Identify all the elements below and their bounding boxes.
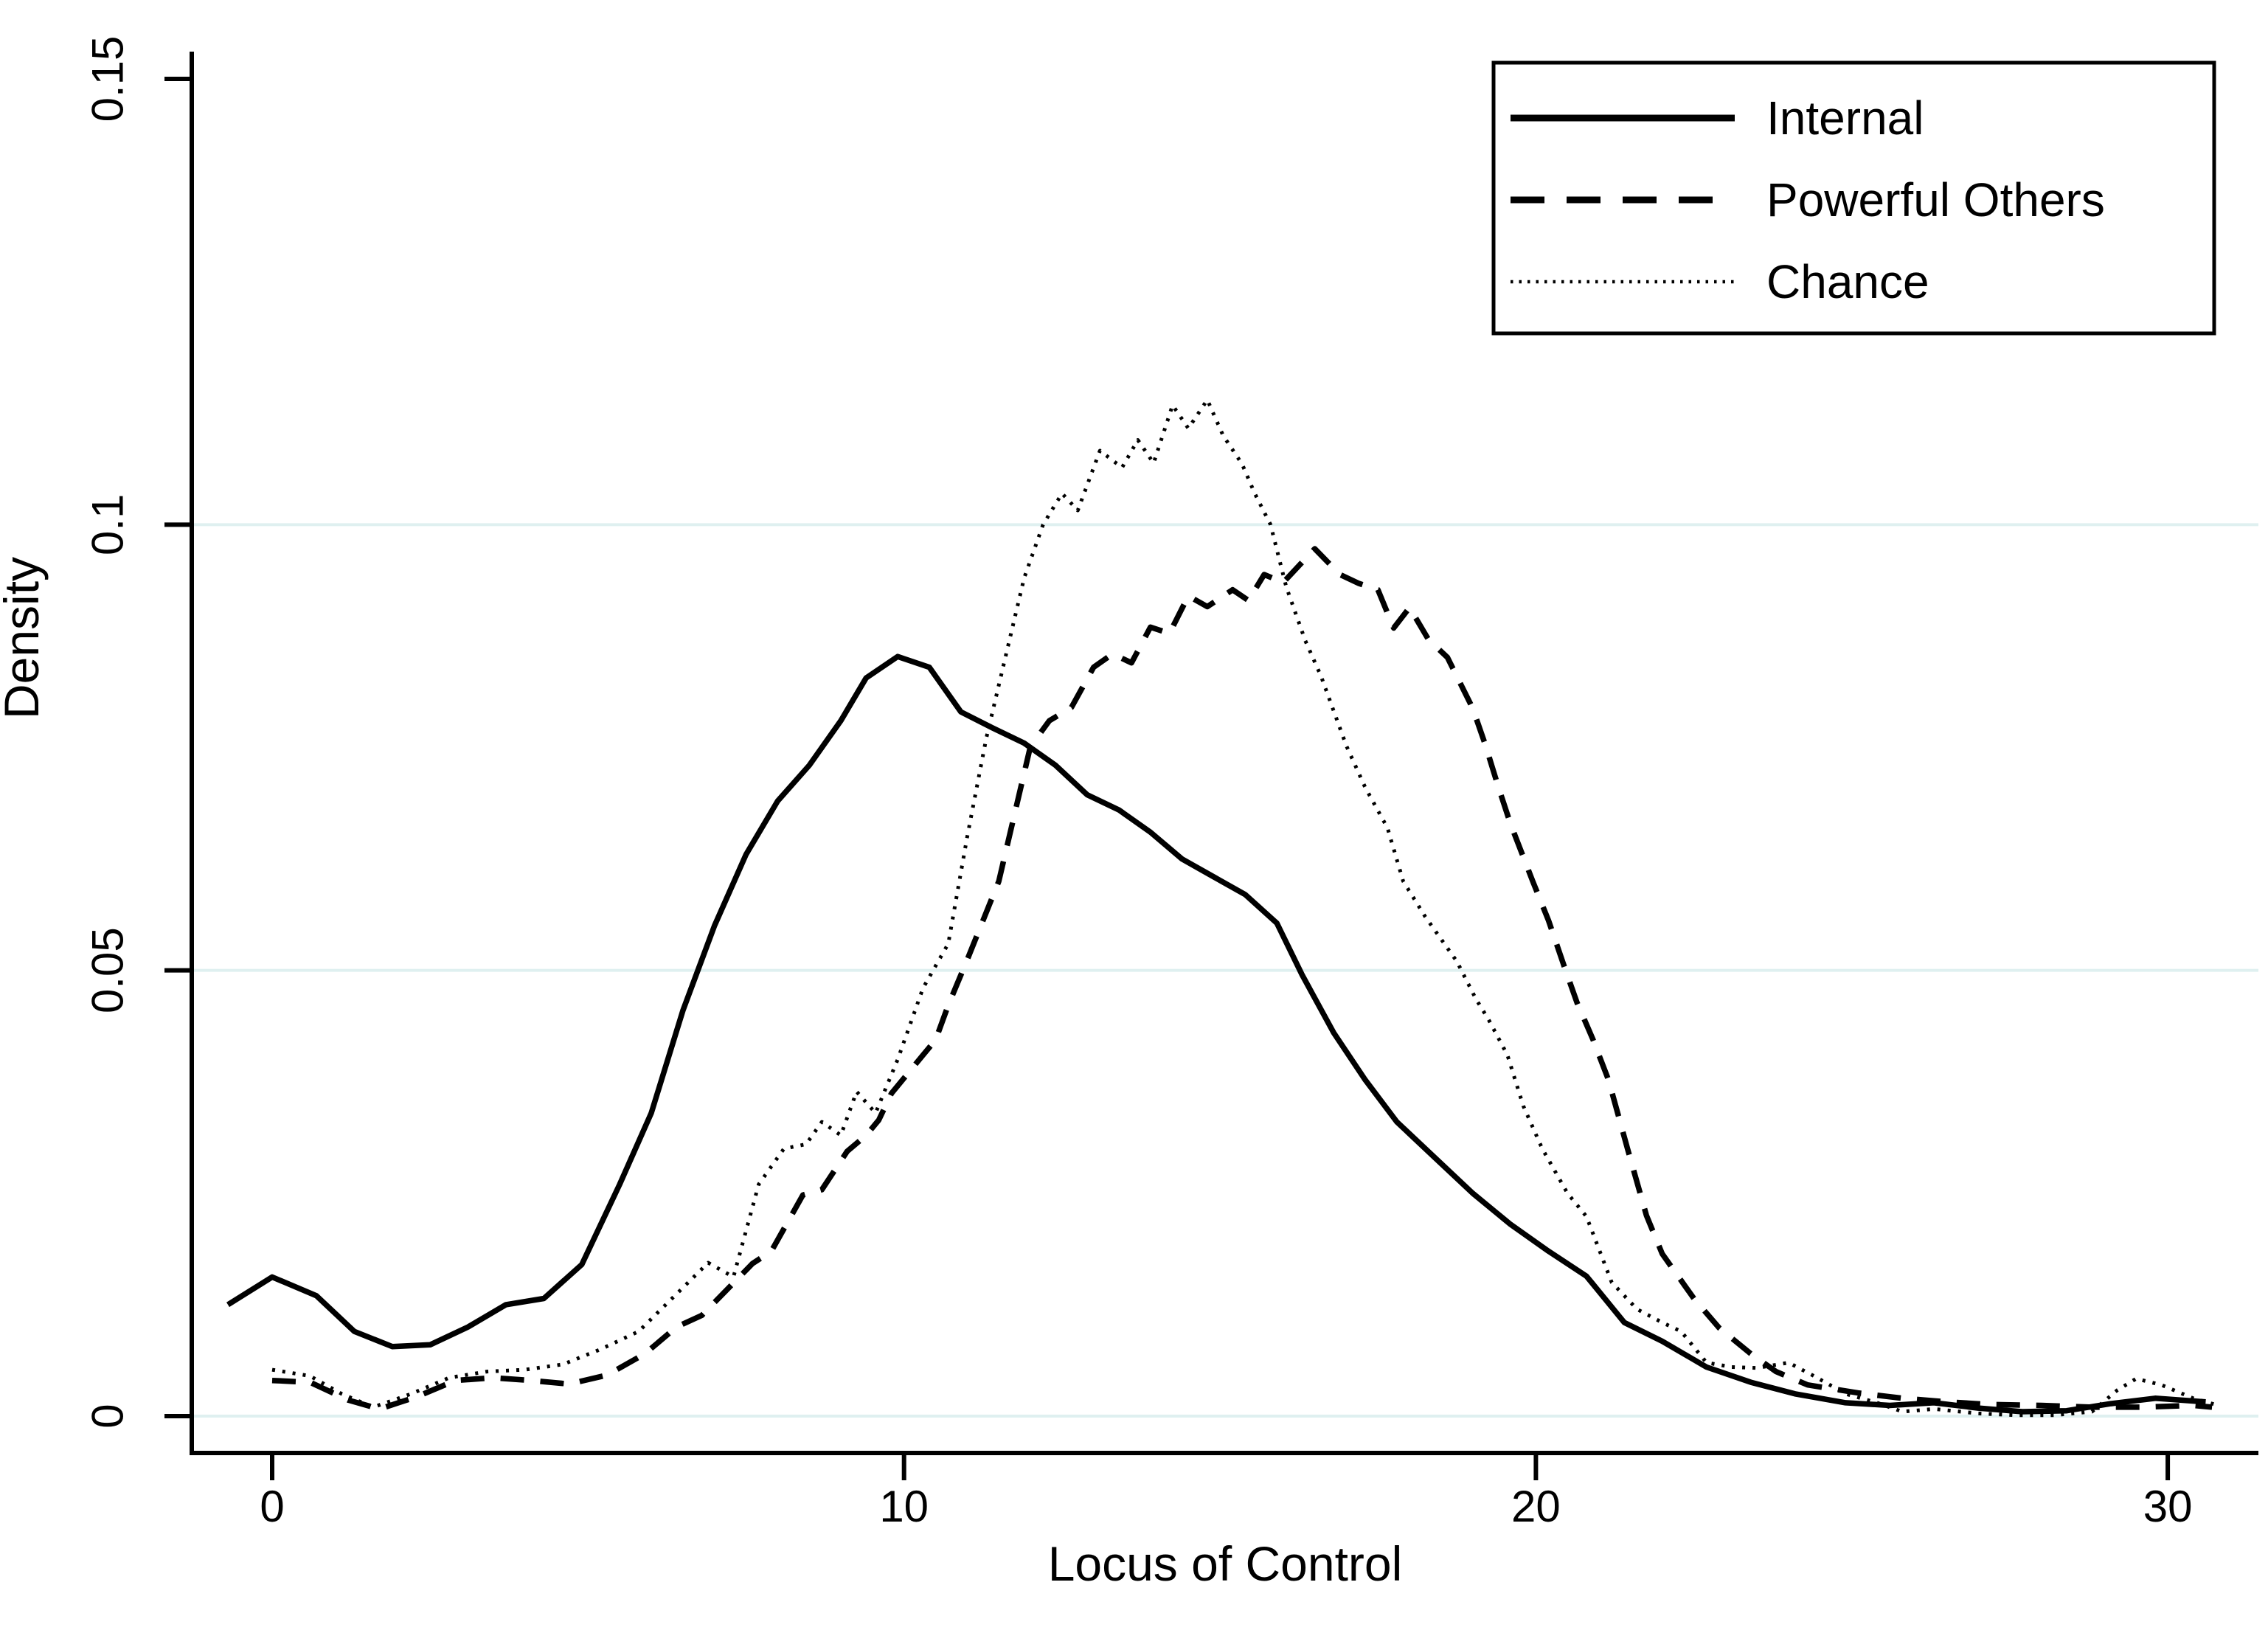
series-lines [226,398,2219,1418]
y-tick-label-0: 0 [83,1404,133,1428]
x-tick-label-10: 10 [879,1482,929,1531]
y-tick-label-0.15: 0.15 [83,36,133,122]
y-tick-label-0.05: 0.05 [83,927,133,1013]
series-line-powerful-others [271,546,2213,1412]
x-axis-title: Locus of Control [1048,1536,1403,1591]
y-tick-label-0.1: 0.1 [83,494,133,555]
axes [190,52,2258,1455]
x-tick-label-30: 30 [2143,1482,2193,1531]
legend: Internal Powerful Others Chance [1491,60,2216,336]
x-axis-ticks: 0 10 20 30 [260,1453,2192,1531]
y-axis-ticks: 0 0.05 0.1 0.15 [83,36,192,1429]
legend-box [1491,60,2216,336]
series-line-chance [271,398,2219,1418]
series-line-internal [226,653,2206,1415]
legend-label-internal: Internal [1766,91,1924,145]
y-axis-title: Density [0,557,49,719]
legend-label-chance: Chance [1766,255,1929,308]
x-tick-label-0: 0 [260,1482,284,1531]
x-tick-label-20: 20 [1511,1482,1561,1531]
legend-label-powerful-others: Powerful Others [1766,173,2105,226]
gridlines [192,523,2258,1418]
